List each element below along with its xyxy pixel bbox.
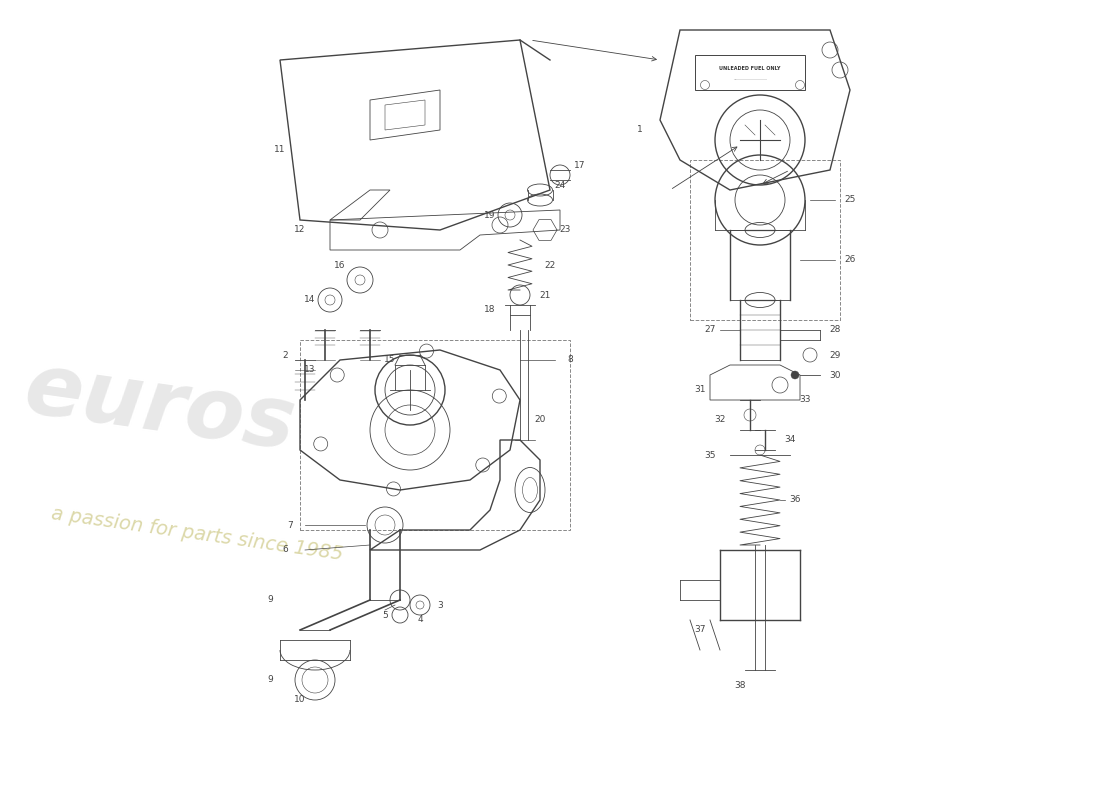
Text: euros: euros xyxy=(20,348,301,468)
Text: 30: 30 xyxy=(829,370,840,379)
Text: 25: 25 xyxy=(845,195,856,205)
Text: a passion for parts since 1985: a passion for parts since 1985 xyxy=(50,504,344,564)
Text: 26: 26 xyxy=(845,255,856,265)
Text: 5: 5 xyxy=(382,610,388,619)
Text: 9: 9 xyxy=(267,675,273,685)
FancyBboxPatch shape xyxy=(695,55,805,90)
Text: 23: 23 xyxy=(559,226,571,234)
Text: 32: 32 xyxy=(714,415,726,425)
Text: 38: 38 xyxy=(735,681,746,690)
Text: 35: 35 xyxy=(704,450,716,459)
Text: 2: 2 xyxy=(283,350,288,359)
Text: 29: 29 xyxy=(829,350,840,359)
Text: 21: 21 xyxy=(539,290,551,299)
Text: 13: 13 xyxy=(305,366,316,374)
Text: 28: 28 xyxy=(829,326,840,334)
Text: 16: 16 xyxy=(334,261,345,270)
Text: 17: 17 xyxy=(574,161,585,170)
Text: 15: 15 xyxy=(384,355,396,365)
Text: 19: 19 xyxy=(484,210,496,219)
Text: 36: 36 xyxy=(790,495,801,505)
Text: 3: 3 xyxy=(437,601,443,610)
Text: 20: 20 xyxy=(535,415,546,425)
Text: 31: 31 xyxy=(694,386,706,394)
Text: 10: 10 xyxy=(295,695,306,705)
Text: 27: 27 xyxy=(704,326,716,334)
Text: 7: 7 xyxy=(287,521,293,530)
Text: 12: 12 xyxy=(295,226,306,234)
Text: 11: 11 xyxy=(274,146,286,154)
Text: 14: 14 xyxy=(305,295,316,305)
Circle shape xyxy=(791,371,799,379)
Text: 34: 34 xyxy=(784,435,795,445)
Text: 1: 1 xyxy=(637,126,642,134)
Text: 8: 8 xyxy=(568,355,573,365)
Text: 24: 24 xyxy=(554,181,565,190)
Text: 6: 6 xyxy=(282,546,288,554)
Text: 22: 22 xyxy=(544,261,556,270)
Text: 9: 9 xyxy=(267,595,273,605)
Text: 37: 37 xyxy=(694,626,706,634)
Text: 4: 4 xyxy=(417,615,422,625)
Text: UNLEADED FUEL ONLY: UNLEADED FUEL ONLY xyxy=(719,66,781,70)
Text: 18: 18 xyxy=(484,306,496,314)
Text: ________________: ________________ xyxy=(733,76,767,80)
Text: 33: 33 xyxy=(800,395,811,405)
